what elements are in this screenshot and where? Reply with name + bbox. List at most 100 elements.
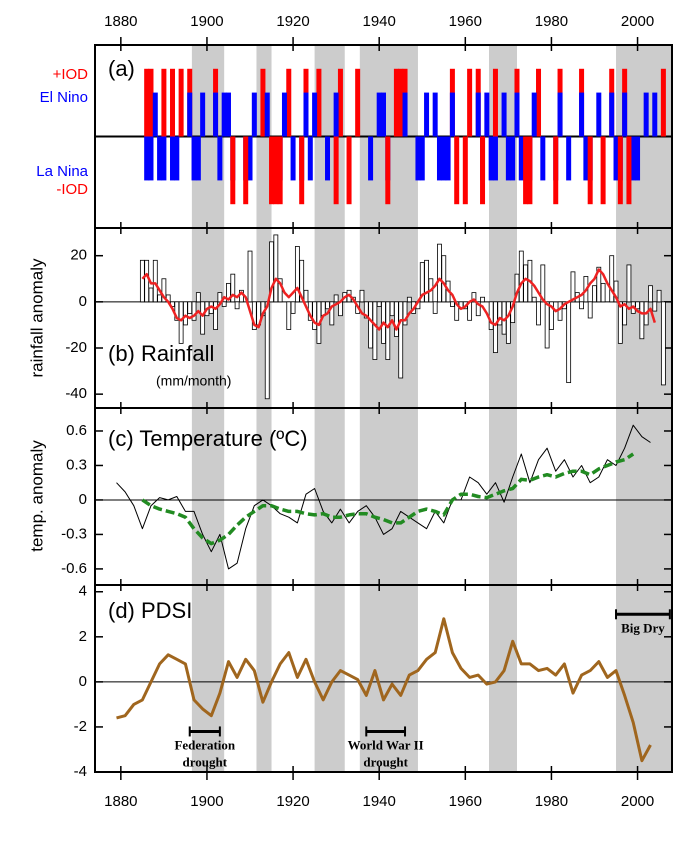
event-bar <box>432 92 438 137</box>
legend-label: El Nino <box>40 89 88 106</box>
event-bar <box>505 136 511 181</box>
event-bar <box>492 68 498 137</box>
bar <box>639 301 645 340</box>
event-bar <box>277 136 283 205</box>
shaded-period <box>488 585 517 772</box>
bar <box>161 278 167 303</box>
event-bar <box>195 136 201 181</box>
event-bar <box>307 136 313 181</box>
event-bar <box>587 136 593 205</box>
shaded-period <box>488 408 517 585</box>
event-bar <box>622 92 628 137</box>
event-bar <box>514 92 520 137</box>
event-bar <box>467 68 473 137</box>
x-tick-label: 1960 <box>449 793 482 810</box>
bar <box>385 301 391 360</box>
bar <box>329 301 335 326</box>
event-bar <box>475 92 481 137</box>
event-bar <box>170 136 176 181</box>
bar <box>544 301 550 349</box>
bar <box>152 259 158 303</box>
bar <box>264 301 270 400</box>
event-bar <box>303 92 309 137</box>
y-tick-label: -4 <box>74 763 87 780</box>
event-bar <box>312 92 318 137</box>
x-tick-label: 1900 <box>190 13 223 30</box>
bar <box>480 296 485 303</box>
y-tick-label: 2 <box>79 628 87 645</box>
event-bar <box>355 68 361 137</box>
event-bar <box>243 136 249 205</box>
bar <box>449 301 455 307</box>
legend-label: +IOD <box>53 66 89 83</box>
event-bar <box>333 136 339 205</box>
data-line <box>116 424 651 570</box>
event-bar <box>609 92 615 137</box>
panel-c-title: (c) Temperature (ºC) <box>108 426 308 451</box>
event-bar <box>402 92 408 137</box>
bar <box>157 294 162 303</box>
bar <box>566 301 572 384</box>
bar <box>592 285 597 303</box>
event-bar <box>174 136 180 181</box>
bar <box>471 292 477 303</box>
y-tick-label: 0 <box>79 491 87 508</box>
x-tick-label: 1940 <box>363 13 396 30</box>
event-bar <box>178 68 184 137</box>
panel-d-title: (d) PDSI <box>108 598 192 623</box>
event-bar <box>381 92 386 137</box>
x-tick-label: 1980 <box>535 793 568 810</box>
event-bar <box>531 92 537 137</box>
bar <box>394 301 399 337</box>
bar <box>523 264 528 303</box>
shaded-period <box>616 585 672 772</box>
bar <box>432 301 438 314</box>
shaded-period <box>256 585 272 772</box>
bar <box>312 301 318 330</box>
event-bar <box>376 92 382 137</box>
event-bar <box>510 136 516 181</box>
x-tick-label: 1900 <box>190 793 223 810</box>
event-bar <box>152 92 158 137</box>
event-bar <box>299 136 305 205</box>
event-bar <box>316 68 322 137</box>
event-bar <box>346 136 352 205</box>
annotation-text: World War II <box>348 737 424 752</box>
bar <box>191 301 197 321</box>
data-line <box>141 452 635 546</box>
event-bar <box>191 136 197 181</box>
event-bar <box>527 136 533 205</box>
event-bar <box>424 92 430 137</box>
y-tick-label: 0 <box>79 673 87 690</box>
bar <box>549 301 554 330</box>
event-bar <box>566 136 572 181</box>
x-tick-label: 1940 <box>363 793 396 810</box>
event-bar <box>449 92 455 137</box>
bar <box>290 301 296 314</box>
event-bar <box>333 92 339 137</box>
data-line <box>141 268 656 331</box>
shaded-period <box>314 408 345 585</box>
bar <box>626 264 632 303</box>
event-bar <box>445 136 451 181</box>
event-bar <box>600 136 606 205</box>
bar <box>139 259 145 303</box>
event-bar <box>454 136 460 205</box>
event-bar <box>286 68 292 137</box>
x-tick-label: 1880 <box>104 13 137 30</box>
event-bar <box>415 136 421 181</box>
bar <box>656 289 662 303</box>
bar <box>247 250 253 303</box>
bar <box>613 280 619 303</box>
bar <box>221 301 227 307</box>
legend-label: -IOD <box>56 181 88 198</box>
event-bar <box>652 92 658 137</box>
shaded-period <box>616 408 672 585</box>
bar <box>372 301 378 360</box>
bar <box>195 292 201 303</box>
bar <box>148 287 154 303</box>
bar <box>402 301 408 326</box>
y-tick-label: 0 <box>79 293 87 310</box>
bar <box>531 296 537 303</box>
